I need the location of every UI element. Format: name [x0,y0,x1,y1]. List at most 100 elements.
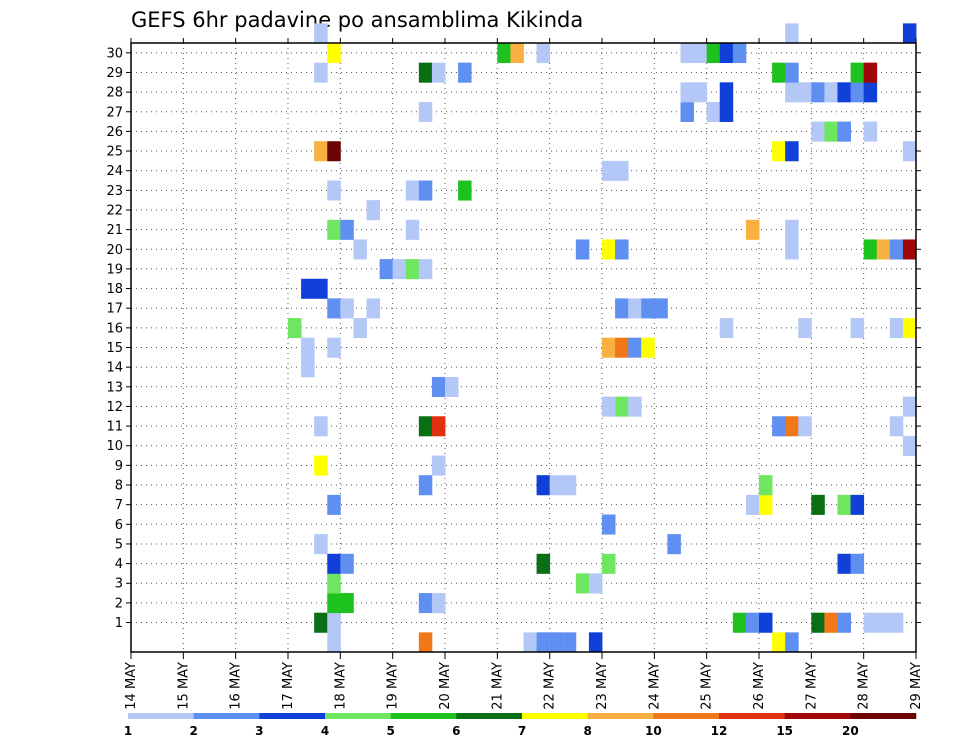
data-cell [327,180,341,201]
data-cell [602,160,616,181]
data-cell [850,494,865,515]
data-cell [641,337,655,358]
legend-label: 3 [255,724,263,738]
data-cell [902,396,917,417]
legend-label: 8 [583,724,591,738]
legend-label: 2 [189,724,197,738]
y-tick-label: 27 [106,105,123,120]
legend-swatch [128,713,194,719]
data-cell [418,62,433,83]
data-cell [588,632,603,653]
data-cell [693,43,708,64]
data-cell [602,337,616,358]
data-cell [327,43,341,64]
data-cell [863,612,878,633]
x-tick-label: 19 MAY [386,662,401,710]
color-legend: 1 2 3 4 5 6 7 8 10 12 15 20 [124,713,917,738]
x-tick-label: 21 MAY [490,662,505,710]
y-tick-label: 30 [106,46,123,61]
data-cell [366,298,380,319]
data-cell [418,475,433,496]
y-tick-label: 3 [115,577,123,592]
data-cell [824,121,838,142]
data-cell [353,239,367,260]
data-cell [340,219,354,240]
data-cell [863,62,878,83]
data-cell [824,82,838,103]
data-cell [641,298,655,319]
data-cell [366,200,380,221]
data-cell [628,396,642,417]
data-cell [418,632,433,653]
legend-label: 12 [711,724,728,738]
x-tick-label: 27 MAY [804,662,819,710]
data-cell [418,416,433,437]
data-cell [314,23,328,44]
y-tick-label: 9 [115,459,123,474]
data-cell [510,43,524,64]
data-cell [418,180,433,201]
data-cell [314,62,328,83]
x-tick-label: 26 MAY [752,662,767,710]
y-tick-label: 29 [106,66,123,81]
legend-swatch [390,713,457,719]
y-tick-label: 23 [106,184,123,199]
data-cell [379,259,394,280]
data-cell [759,612,773,633]
y-tick-label: 2 [115,596,123,611]
y-tick-label: 4 [115,557,123,572]
data-cell [902,23,917,44]
data-cell [876,239,891,260]
data-cell [719,318,734,339]
data-cell [837,121,851,142]
data-cell [811,121,825,142]
data-cell [785,219,799,240]
data-cell [719,101,734,122]
data-cell [602,396,616,417]
y-tick-label: 1 [115,616,123,631]
y-tick-label: 13 [106,380,123,395]
data-cell [405,219,420,240]
data-cell [602,553,616,574]
data-cell [445,376,459,398]
data-cell [837,82,851,103]
data-cell [785,239,799,260]
data-cell [327,298,341,319]
data-cell [575,573,590,594]
data-cell [562,632,577,653]
data-cell [680,101,694,122]
data-cell [759,475,773,496]
y-tick-label: 14 [106,361,123,376]
data-cell [431,376,446,398]
data-cell [889,318,904,339]
data-cell [876,612,891,633]
legend-swatch [784,713,851,719]
data-cell [693,82,708,103]
data-cell [327,494,341,515]
data-cell [850,62,865,83]
data-cell [288,318,302,339]
y-axis: 1234567891011121314151617181920212223242… [106,46,921,631]
data-cell [327,632,341,653]
legend-label: 4 [321,724,329,738]
data-cell [431,455,446,476]
data-cell [798,416,812,437]
data-cell [549,475,564,496]
data-cell [314,534,328,555]
chart-title: GEFS 6hr padavine po ansamblima Kikinda [131,8,583,32]
data-cell [327,337,341,358]
y-tick-label: 19 [106,262,123,277]
data-cell [575,239,590,260]
data-cell [850,318,865,339]
data-cell [850,82,865,103]
data-cell [536,553,551,574]
data-cell [327,612,341,633]
data-cell [602,239,616,260]
x-tick-label: 15 MAY [176,662,191,710]
data-cell [680,82,694,103]
legend-label: 15 [776,724,793,738]
x-tick-label: 18 MAY [333,662,348,710]
data-cell [549,632,564,653]
data-cell [431,62,446,83]
data-cell [418,593,433,614]
